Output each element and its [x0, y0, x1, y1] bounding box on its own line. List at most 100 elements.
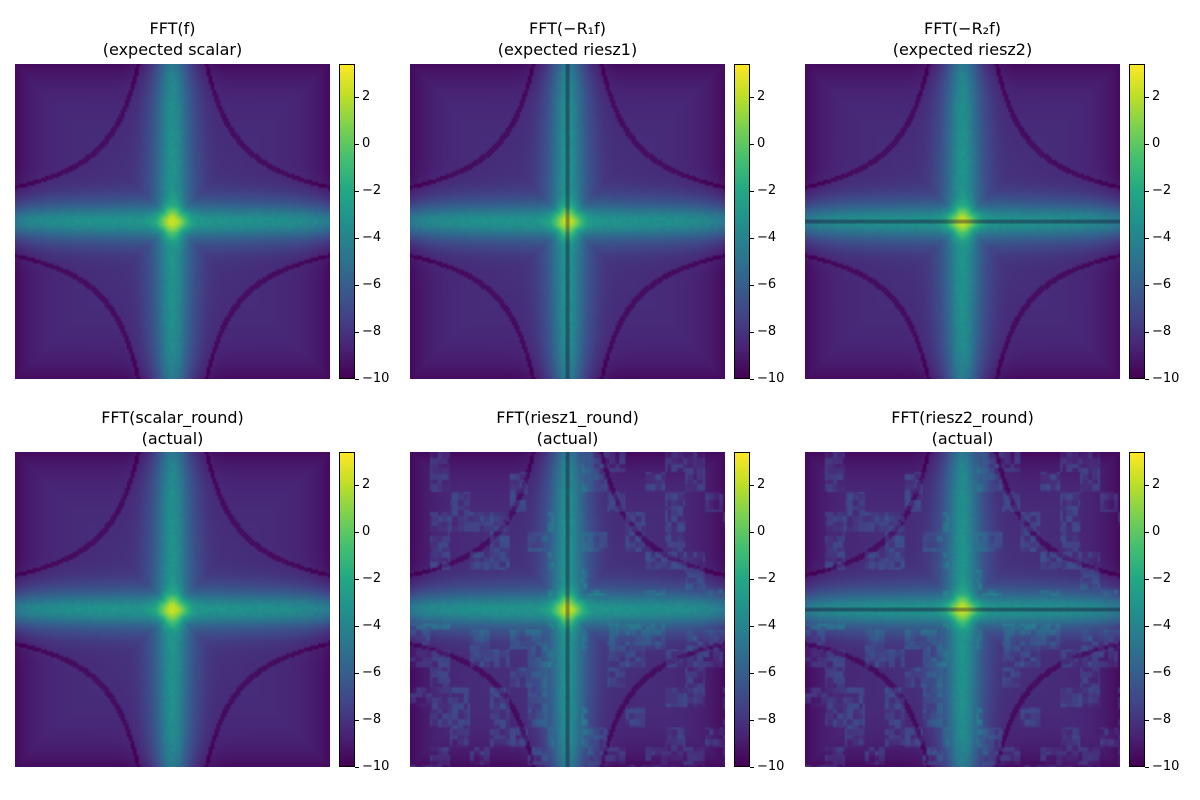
- colorbar-tick: [750, 97, 754, 98]
- panel-title-line2: (expected riesz1): [497, 40, 638, 59]
- colorbar-tick-label: −4: [757, 230, 777, 245]
- panel-title-line1: FFT(riesz1_round): [496, 408, 639, 427]
- colorbar-tick: [355, 720, 359, 721]
- colorbar-tick: [355, 485, 359, 486]
- colorbar-tick: [1145, 97, 1149, 98]
- colorbar-tick: [1145, 332, 1149, 333]
- colorbar-tick: [750, 379, 754, 380]
- panel-title-line1: FFT(−R₂f): [924, 19, 1001, 38]
- colorbar-tick: [355, 191, 359, 192]
- colorbar-tick-label: −10: [362, 371, 390, 386]
- panel-title: FFT(−R₁f) (expected riesz1): [410, 18, 725, 60]
- colorbar-tick: [1145, 579, 1149, 580]
- colorbar-tick-label: −4: [1152, 230, 1172, 245]
- colorbar: [1129, 452, 1145, 767]
- colorbar-tick-label: 2: [362, 477, 371, 492]
- colorbar-tick-label: 0: [1152, 136, 1161, 151]
- colorbar-tick-label: −8: [757, 712, 777, 727]
- heatmap-image: [410, 64, 725, 379]
- panel-title: FFT(riesz1_round) (actual): [410, 407, 725, 449]
- colorbar-tick: [750, 332, 754, 333]
- colorbar-tick: [355, 285, 359, 286]
- colorbar-tick: [355, 97, 359, 98]
- heatmap-image: [15, 64, 330, 379]
- colorbar-tick: [355, 767, 359, 768]
- colorbar-tick-label: −10: [1152, 371, 1180, 386]
- colorbar-tick: [355, 673, 359, 674]
- panel-title-line1: FFT(riesz2_round): [891, 408, 1034, 427]
- panel-title: FFT(f) (expected scalar): [15, 18, 330, 60]
- colorbar-tick-label: −6: [362, 665, 382, 680]
- colorbar-tick: [1145, 379, 1149, 380]
- colorbar-tick-label: −2: [1152, 571, 1172, 586]
- heatmap-image: [15, 452, 330, 767]
- colorbar-tick-label: −4: [1152, 618, 1172, 633]
- colorbar: [1129, 64, 1145, 379]
- colorbar-tick-label: −8: [1152, 324, 1172, 339]
- colorbar-tick: [750, 626, 754, 627]
- colorbar-tick: [355, 144, 359, 145]
- panel-title: FFT(−R₂f) (expected riesz2): [805, 18, 1120, 60]
- panel-title: FFT(scalar_round) (actual): [15, 407, 330, 449]
- colorbar-tick-label: −10: [1152, 759, 1180, 774]
- heatmap-image: [805, 452, 1120, 767]
- panel-title: FFT(riesz2_round) (actual): [805, 407, 1120, 449]
- colorbar-tick-label: −6: [1152, 665, 1172, 680]
- panel-title-line1: FFT(scalar_round): [101, 408, 244, 427]
- colorbar: [339, 452, 355, 767]
- colorbar-tick: [750, 144, 754, 145]
- colorbar-tick-label: −6: [757, 277, 777, 292]
- panel-title-line2: (actual): [141, 429, 204, 448]
- colorbar-tick-label: 2: [757, 477, 766, 492]
- colorbar-tick-label: −6: [757, 665, 777, 680]
- panel-title-line1: FFT(−R₁f): [529, 19, 606, 38]
- colorbar-tick-label: −2: [362, 571, 382, 586]
- colorbar: [734, 452, 750, 767]
- colorbar-tick-label: 2: [1152, 477, 1161, 492]
- colorbar-tick-label: 2: [757, 89, 766, 104]
- colorbar-tick-label: −6: [362, 277, 382, 292]
- heatmap-image: [410, 452, 725, 767]
- colorbar-tick-label: 0: [757, 524, 766, 539]
- heatmap-image: [805, 64, 1120, 379]
- colorbar-tick: [355, 626, 359, 627]
- colorbar-tick-label: −10: [362, 759, 390, 774]
- colorbar-tick: [1145, 238, 1149, 239]
- colorbar-tick-label: −8: [757, 324, 777, 339]
- colorbar-tick-label: −2: [757, 571, 777, 586]
- colorbar-tick-label: 2: [362, 89, 371, 104]
- colorbar-tick-label: −6: [1152, 277, 1172, 292]
- colorbar-tick: [750, 532, 754, 533]
- panel-title-line2: (expected riesz2): [892, 40, 1033, 59]
- colorbar-tick-label: −2: [362, 183, 382, 198]
- colorbar-tick-label: 0: [757, 136, 766, 151]
- colorbar-tick-label: 2: [1152, 89, 1161, 104]
- colorbar-tick-label: −8: [1152, 712, 1172, 727]
- colorbar-tick: [1145, 532, 1149, 533]
- colorbar-tick: [750, 238, 754, 239]
- colorbar-tick: [1145, 626, 1149, 627]
- colorbar-tick: [1145, 720, 1149, 721]
- colorbar-tick-label: −2: [1152, 183, 1172, 198]
- colorbar-tick: [750, 579, 754, 580]
- colorbar-tick: [750, 767, 754, 768]
- colorbar-tick: [750, 191, 754, 192]
- colorbar-tick: [750, 673, 754, 674]
- colorbar-tick-label: −2: [757, 183, 777, 198]
- colorbar-tick-label: −4: [362, 618, 382, 633]
- colorbar-tick: [1145, 144, 1149, 145]
- colorbar-tick: [1145, 485, 1149, 486]
- colorbar-tick-label: −4: [362, 230, 382, 245]
- colorbar-tick: [355, 238, 359, 239]
- colorbar-tick: [1145, 191, 1149, 192]
- colorbar-tick-label: −8: [362, 712, 382, 727]
- colorbar-tick: [1145, 673, 1149, 674]
- colorbar-tick: [355, 379, 359, 380]
- colorbar-tick-label: −8: [362, 324, 382, 339]
- colorbar-tick: [750, 285, 754, 286]
- colorbar-tick-label: −4: [757, 618, 777, 633]
- colorbar-tick: [355, 579, 359, 580]
- colorbar-tick-label: 0: [362, 136, 371, 151]
- colorbar: [734, 64, 750, 379]
- colorbar-tick: [355, 532, 359, 533]
